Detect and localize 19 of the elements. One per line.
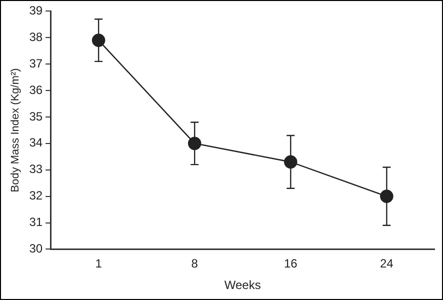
point	[284, 155, 298, 169]
y-tick-label: 35	[29, 109, 43, 124]
point	[188, 136, 202, 150]
y-tick-label: 32	[29, 188, 43, 203]
x-tick-label: 16	[284, 256, 298, 271]
y-tick-label: 30	[29, 242, 43, 256]
x-tick-label: 24	[380, 256, 394, 271]
y-tick-label: 33	[29, 162, 43, 176]
y-tick-label: 37	[29, 56, 43, 70]
y-tick-label: 39	[29, 4, 43, 18]
x-tick-label: 8	[191, 256, 198, 271]
y-tick-label: 31	[29, 215, 43, 230]
y-axis-title: Body Mass Index (Kg/m²)	[10, 68, 22, 192]
y-tick-label: 34	[29, 136, 43, 150]
y-tick-label: 36	[29, 82, 43, 97]
x-axis-title: Weeks	[224, 278, 261, 292]
x-tick-label: 1	[95, 256, 102, 271]
point	[92, 34, 106, 47]
y-tick-label: 38	[29, 30, 43, 44]
